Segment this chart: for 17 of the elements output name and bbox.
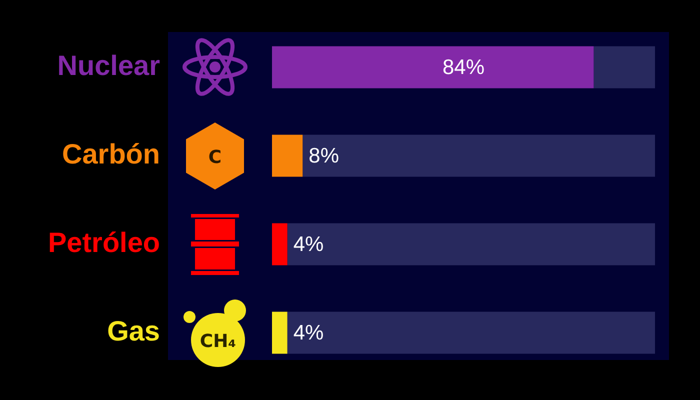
bar	[272, 312, 288, 354]
bar	[272, 223, 288, 266]
bar	[287, 312, 655, 354]
hexagon-icon: C	[185, 122, 245, 190]
y-tick-label: Nuclear	[57, 50, 160, 81]
data-label: 8%	[308, 144, 339, 168]
bar	[302, 134, 655, 177]
bar	[594, 46, 655, 88]
bar	[287, 223, 655, 266]
data-label: 4%	[293, 233, 324, 256]
y-tick-label: Carbón	[62, 138, 160, 170]
bar	[272, 134, 303, 177]
y-tick-label: Gas	[107, 315, 160, 346]
y-tick-label: Petróleo	[48, 226, 160, 258]
bar	[272, 46, 594, 88]
data-label: 84%	[442, 56, 485, 80]
data-label: 4%	[293, 322, 324, 345]
